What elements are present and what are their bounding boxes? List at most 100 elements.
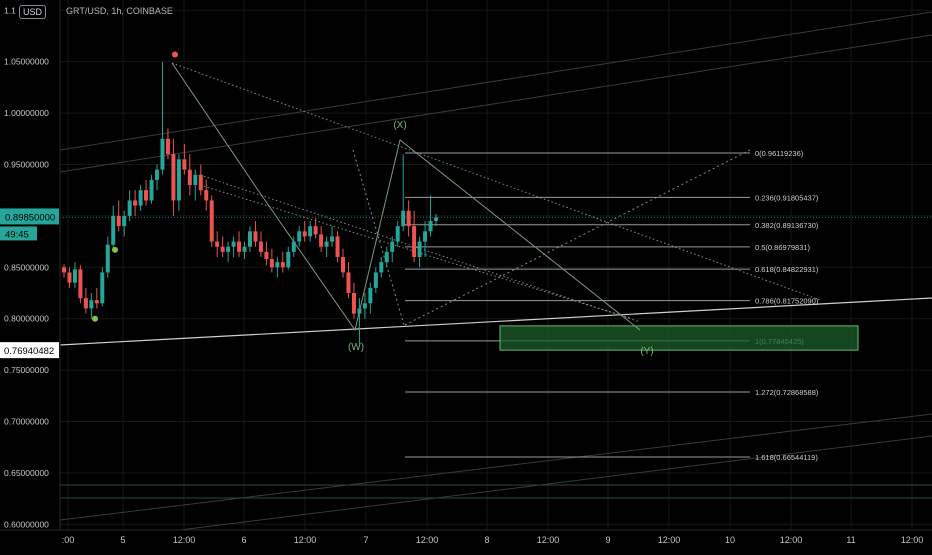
current-price-tag: [0, 208, 59, 225]
candle-body: [346, 272, 351, 293]
x-axis-background: [0, 530, 932, 550]
candle-body: [105, 244, 110, 273]
candle-body: [187, 169, 192, 186]
x-tick-label: 12:00: [901, 535, 924, 545]
y-tick-label: 0.70000000: [4, 416, 49, 426]
candle-body: [362, 303, 367, 309]
trendline: [59, 413, 932, 521]
pivot-marker: [172, 51, 178, 58]
candle-body: [242, 246, 247, 252]
x-tick-label: 10: [725, 535, 735, 545]
candle-body: [324, 241, 329, 247]
x-tick-label: 5: [120, 535, 125, 545]
candle-body: [193, 174, 198, 186]
candle-body: [341, 257, 345, 273]
y-tick-label: 1.00000000: [4, 108, 49, 118]
candle-body: [198, 174, 203, 191]
candle-body: [308, 226, 313, 237]
fib-level-label: 0(0.96119236): [755, 149, 804, 158]
candle-body: [401, 210, 406, 227]
candle-body: [313, 226, 318, 235]
x-tick-label: 12:00: [658, 535, 681, 545]
fib-level-label: 1.272(0.72868588): [755, 388, 819, 397]
candle-body: [269, 259, 274, 268]
target-zone-layer[interactable]: [499, 325, 859, 351]
x-tick-label: :00: [62, 535, 75, 545]
candle-body: [122, 215, 127, 227]
y-tick-label: 0.65000000: [4, 468, 49, 478]
y-tick-label: 0.60000000: [4, 519, 49, 529]
candle-body: [357, 308, 362, 314]
y-tick-label: 0.75000000: [4, 365, 49, 375]
y-tick-label: 1.05000000: [4, 57, 49, 67]
trendline: [179, 435, 932, 531]
y-axis[interactable]: 1.11.050000001.000000000.950000000.90000…: [0, 0, 61, 530]
candle-body: [291, 241, 296, 252]
candle-body: [297, 231, 302, 242]
candle-body: [384, 251, 389, 263]
fib-level-label: 1.618(0.66544119): [755, 453, 818, 462]
wave-drawing[interactable]: (X) (W) (Y): [171, 62, 654, 357]
candle-body: [176, 159, 181, 201]
current-price-label: 0.89850000: [5, 212, 55, 223]
candle-body: [395, 226, 400, 242]
y-tick-label: 0.95000000: [4, 159, 49, 169]
fib-level-label: 0.236(0.91805437): [755, 193, 819, 202]
candle-body: [258, 241, 263, 252]
candle-body: [100, 272, 105, 304]
y-tick-label: 0.80000000: [4, 314, 49, 324]
candle-body: [373, 272, 378, 288]
candle-body: [417, 241, 422, 258]
y-axis-background: [0, 0, 60, 530]
countdown-tag: [0, 226, 37, 241]
candle-body: [78, 269, 83, 299]
x-tick-label: 9: [605, 535, 610, 545]
x-tick-label: 12:00: [294, 535, 317, 545]
candles: [62, 61, 438, 345]
wave-path: [171, 62, 641, 332]
fib-level-label: 0.382(0.89136730): [755, 221, 819, 230]
dotted-trendline: [171, 62, 821, 301]
fib-level-label: 0.5(0.86979831): [755, 243, 811, 252]
candle-body: [286, 251, 291, 268]
candle-body: [253, 231, 258, 242]
candle-body: [434, 217, 438, 222]
candle-body: [144, 190, 149, 201]
currency-button[interactable]: USD: [19, 5, 47, 19]
target-zone: [499, 325, 859, 351]
candle-body: [160, 138, 165, 170]
candle-body: [67, 272, 72, 283]
candle-body: [428, 221, 433, 232]
candle-body: [423, 231, 428, 242]
candle-body: [237, 241, 242, 252]
candle-body: [319, 234, 324, 247]
candle-body: [406, 210, 411, 227]
candle-body: [379, 262, 384, 273]
pivot-markers: [92, 51, 178, 322]
x-tick-label: 8: [484, 535, 489, 545]
pivot-marker: [112, 246, 118, 253]
y-tick-label: 1.1: [4, 5, 16, 15]
dotted-trendline: [352, 149, 405, 326]
pivot-marker: [92, 315, 98, 322]
fib-retracement[interactable]: 0(0.96119236) 0.236(0.91805437) 0.382(0.89…: [405, 149, 819, 462]
dotted-trendline: [404, 149, 751, 326]
candle-body: [368, 287, 373, 304]
candle-body: [412, 226, 417, 258]
candle-body: [248, 231, 252, 247]
candle-body: [204, 190, 209, 201]
candle-body: [127, 200, 132, 216]
x-tick-label: 12:00: [173, 535, 196, 545]
symbol-info: GRT/USD, 1h, COINBASE: [66, 6, 173, 16]
trendline: [59, 11, 932, 151]
x-tick-label: 6: [241, 535, 246, 545]
candle-body: [116, 215, 121, 227]
candle-body: [231, 241, 236, 247]
candle-body: [111, 215, 116, 245]
dotted-trendline: [199, 174, 641, 323]
x-axis[interactable]: :00 5 12:00 6 12:00 7 12:00 8 12:00 9 12:00 10 12:00…: [0, 529, 932, 550]
wave-label: (W): [348, 342, 364, 353]
candle-body: [220, 246, 225, 252]
